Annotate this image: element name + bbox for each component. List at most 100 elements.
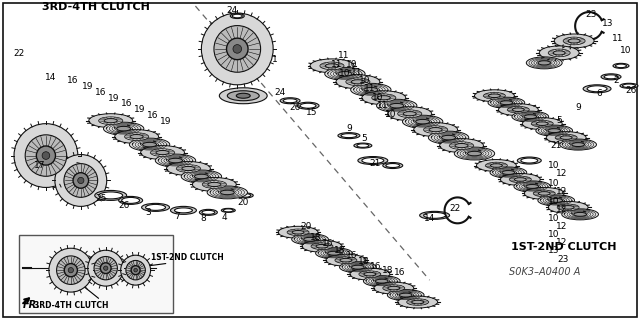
Text: 22: 22 bbox=[13, 49, 24, 58]
Ellipse shape bbox=[141, 204, 170, 211]
Ellipse shape bbox=[99, 192, 123, 199]
Ellipse shape bbox=[488, 97, 525, 108]
Circle shape bbox=[202, 13, 273, 85]
Ellipse shape bbox=[376, 99, 417, 112]
Text: 12: 12 bbox=[556, 187, 567, 196]
Text: 1ST-2ND CLUTCH: 1ST-2ND CLUTCH bbox=[511, 242, 617, 252]
Ellipse shape bbox=[335, 257, 357, 263]
Ellipse shape bbox=[376, 279, 388, 283]
Text: 11: 11 bbox=[338, 51, 349, 60]
Ellipse shape bbox=[428, 131, 468, 144]
Ellipse shape bbox=[514, 181, 550, 192]
Ellipse shape bbox=[397, 296, 438, 308]
Ellipse shape bbox=[490, 167, 527, 178]
Circle shape bbox=[56, 256, 85, 285]
Ellipse shape bbox=[442, 135, 456, 140]
Text: 9: 9 bbox=[346, 124, 352, 133]
Ellipse shape bbox=[357, 144, 369, 147]
Text: 19: 19 bbox=[108, 94, 120, 103]
Ellipse shape bbox=[429, 128, 442, 132]
Ellipse shape bbox=[548, 49, 570, 57]
Text: 11: 11 bbox=[612, 34, 624, 43]
Ellipse shape bbox=[415, 119, 429, 124]
Circle shape bbox=[55, 154, 107, 206]
Ellipse shape bbox=[240, 194, 251, 197]
Ellipse shape bbox=[557, 204, 579, 211]
Ellipse shape bbox=[227, 91, 259, 101]
Ellipse shape bbox=[200, 209, 218, 215]
Text: 10: 10 bbox=[385, 110, 397, 119]
Text: 19: 19 bbox=[160, 117, 172, 126]
Ellipse shape bbox=[583, 85, 611, 93]
Ellipse shape bbox=[613, 63, 629, 68]
Ellipse shape bbox=[358, 157, 388, 165]
Ellipse shape bbox=[383, 162, 403, 168]
Ellipse shape bbox=[175, 208, 193, 213]
Circle shape bbox=[126, 260, 145, 280]
Circle shape bbox=[233, 45, 241, 53]
Text: 3RD-4TH CLUTCH: 3RD-4TH CLUTCH bbox=[33, 301, 108, 310]
Ellipse shape bbox=[397, 110, 422, 117]
Ellipse shape bbox=[364, 87, 378, 92]
Ellipse shape bbox=[310, 59, 354, 73]
Ellipse shape bbox=[221, 208, 236, 212]
Ellipse shape bbox=[202, 210, 215, 214]
Ellipse shape bbox=[278, 226, 318, 238]
Ellipse shape bbox=[99, 117, 123, 124]
Text: 12: 12 bbox=[556, 222, 567, 231]
Ellipse shape bbox=[182, 167, 195, 171]
Ellipse shape bbox=[388, 286, 400, 290]
Ellipse shape bbox=[500, 174, 540, 185]
Text: 16: 16 bbox=[147, 111, 158, 120]
Ellipse shape bbox=[536, 125, 573, 136]
Ellipse shape bbox=[170, 206, 196, 214]
Ellipse shape bbox=[412, 300, 424, 304]
Ellipse shape bbox=[540, 46, 579, 60]
Text: 18: 18 bbox=[310, 233, 322, 242]
Text: 18: 18 bbox=[334, 246, 346, 255]
Ellipse shape bbox=[177, 165, 200, 172]
Ellipse shape bbox=[236, 93, 250, 98]
Text: 14: 14 bbox=[45, 73, 56, 82]
Ellipse shape bbox=[340, 258, 352, 262]
Circle shape bbox=[94, 256, 117, 280]
Ellipse shape bbox=[207, 186, 248, 199]
Ellipse shape bbox=[364, 276, 400, 287]
Ellipse shape bbox=[424, 126, 447, 133]
Text: 21: 21 bbox=[369, 159, 381, 168]
Text: 26: 26 bbox=[625, 86, 637, 95]
Ellipse shape bbox=[104, 119, 117, 123]
Ellipse shape bbox=[560, 139, 596, 150]
Ellipse shape bbox=[324, 67, 365, 80]
Ellipse shape bbox=[406, 299, 429, 305]
Circle shape bbox=[14, 124, 78, 188]
Ellipse shape bbox=[202, 181, 227, 188]
Text: 11: 11 bbox=[351, 68, 363, 77]
Ellipse shape bbox=[359, 271, 381, 278]
Text: 10: 10 bbox=[547, 230, 559, 239]
Ellipse shape bbox=[122, 197, 140, 204]
Ellipse shape bbox=[340, 262, 376, 273]
Ellipse shape bbox=[499, 104, 538, 116]
Text: 10: 10 bbox=[346, 60, 358, 69]
Ellipse shape bbox=[362, 158, 384, 164]
Text: 8: 8 bbox=[200, 214, 206, 223]
Circle shape bbox=[227, 38, 248, 60]
Ellipse shape bbox=[156, 151, 169, 155]
Ellipse shape bbox=[220, 88, 267, 104]
Ellipse shape bbox=[311, 243, 333, 249]
Circle shape bbox=[131, 266, 140, 275]
Ellipse shape bbox=[89, 114, 132, 128]
Text: 10: 10 bbox=[547, 161, 559, 170]
Ellipse shape bbox=[546, 132, 586, 144]
Text: 16: 16 bbox=[394, 268, 406, 277]
Ellipse shape bbox=[403, 112, 416, 116]
Text: 16: 16 bbox=[346, 251, 358, 260]
Text: 1: 1 bbox=[272, 56, 278, 64]
Ellipse shape bbox=[220, 190, 234, 195]
Ellipse shape bbox=[193, 177, 236, 191]
Ellipse shape bbox=[556, 134, 577, 141]
Ellipse shape bbox=[350, 268, 390, 280]
Ellipse shape bbox=[403, 115, 443, 128]
Ellipse shape bbox=[168, 158, 182, 163]
